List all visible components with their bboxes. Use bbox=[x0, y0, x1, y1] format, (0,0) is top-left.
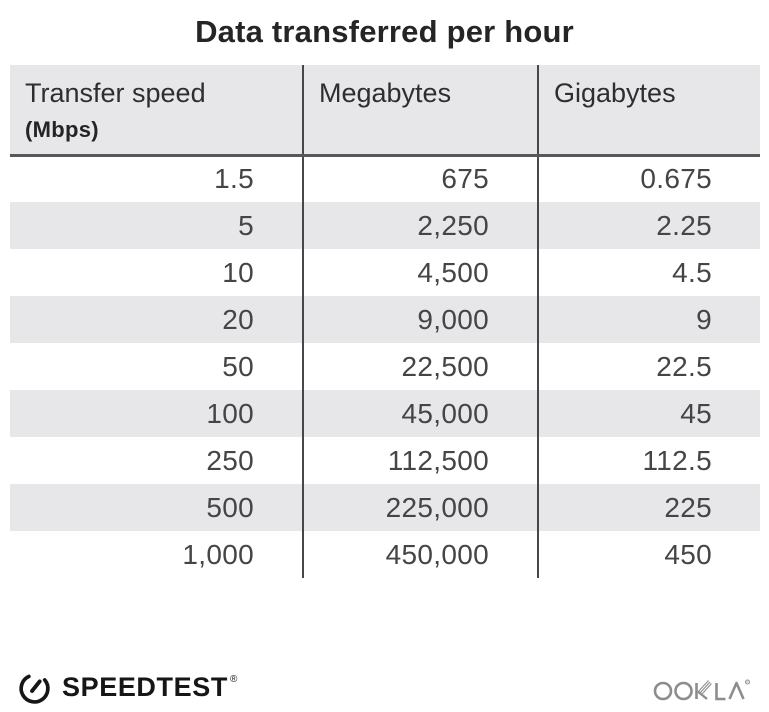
table-cell: 5 bbox=[10, 202, 304, 249]
table-row: 250 112,500 112.5 bbox=[10, 437, 760, 484]
header-row: Transfer speed (Mbps) Megabytes Gigabyte… bbox=[10, 65, 760, 157]
column-header-gigabytes: Gigabytes bbox=[538, 65, 760, 157]
table-cell: 1.5 bbox=[10, 155, 304, 202]
table-cell: 50 bbox=[10, 343, 304, 390]
speedtest-wordmark: SPEEDTEST ® bbox=[62, 674, 238, 701]
table-cell: 45,000 bbox=[303, 390, 539, 437]
column-header-transfer-speed: Transfer speed (Mbps) bbox=[10, 65, 304, 157]
table-row: 20 9,000 9 bbox=[10, 296, 760, 343]
table-cell: 45 bbox=[538, 390, 760, 437]
speedtest-registered-mark: ® bbox=[229, 674, 238, 685]
table-cell: 2,250 bbox=[303, 202, 539, 249]
ookla-logo: R bbox=[653, 670, 755, 706]
table-cell: 450 bbox=[664, 538, 712, 570]
table-cell: 500 bbox=[10, 484, 304, 531]
table-row: 10 4,500 4.5 bbox=[10, 249, 760, 296]
table-cell: 225,000 bbox=[303, 484, 539, 531]
table-cell: 9,000 bbox=[303, 296, 539, 343]
speedtest-logo: SPEEDTEST ® bbox=[16, 669, 238, 706]
page-title: Data transferred per hour bbox=[195, 14, 574, 49]
table-cell: 225 bbox=[538, 484, 760, 531]
table-cell: 112.5 bbox=[642, 444, 712, 476]
table-cell: 22,500 bbox=[303, 343, 539, 390]
table-row: 1.5 675 0.675 bbox=[10, 155, 760, 202]
table-cell: 0.675 bbox=[640, 163, 712, 195]
svg-text:R: R bbox=[746, 680, 749, 684]
table-cell: 9 bbox=[538, 296, 760, 343]
table-row: 500 225,000 225 bbox=[10, 484, 760, 531]
table-cell: 112,500 bbox=[303, 437, 539, 484]
column-header-megabytes: Megabytes bbox=[303, 65, 539, 157]
footer: SPEEDTEST ® R bbox=[16, 669, 755, 706]
table-cell: 100 bbox=[10, 390, 304, 437]
table-cell: 4,500 bbox=[303, 249, 539, 296]
table-cell: 450,000 bbox=[303, 531, 539, 578]
table-cell: 10 bbox=[10, 249, 304, 296]
table-row: 100 45,000 45 bbox=[10, 390, 760, 437]
ookla-wordmark-icon: R bbox=[653, 679, 750, 700]
table-row: 1,000 450,000 450 bbox=[10, 531, 760, 578]
table-cell: 250 bbox=[10, 437, 304, 484]
table-header: Transfer speed (Mbps) Megabytes Gigabyte… bbox=[10, 65, 760, 157]
table-cell: 22.5 bbox=[656, 350, 712, 382]
speedtest-text: SPEEDTEST bbox=[62, 672, 228, 702]
table-cell: 1,000 bbox=[10, 531, 304, 578]
column-header-unit: (Mbps) bbox=[25, 117, 99, 142]
table-cell: 20 bbox=[10, 296, 304, 343]
data-table: Transfer speed (Mbps) Megabytes Gigabyte… bbox=[10, 65, 760, 578]
table-body: 1.5 675 0.675 5 2,250 2.25 10 4,500 4.5 20 9,000 9 5… bbox=[10, 155, 760, 578]
table-row: 5 2,250 2.25 bbox=[10, 202, 760, 249]
speedtest-gauge-icon bbox=[19, 674, 50, 704]
column-header-label: Transfer speed bbox=[25, 78, 206, 108]
table-cell: 675 bbox=[303, 155, 539, 202]
column-header-label: Megabytes bbox=[319, 78, 452, 108]
table-cell: 2.25 bbox=[538, 202, 760, 249]
column-header-label: Gigabytes bbox=[554, 78, 676, 108]
table-row: 50 22,500 22.5 bbox=[10, 343, 760, 390]
table-cell: 4.5 bbox=[672, 256, 712, 288]
